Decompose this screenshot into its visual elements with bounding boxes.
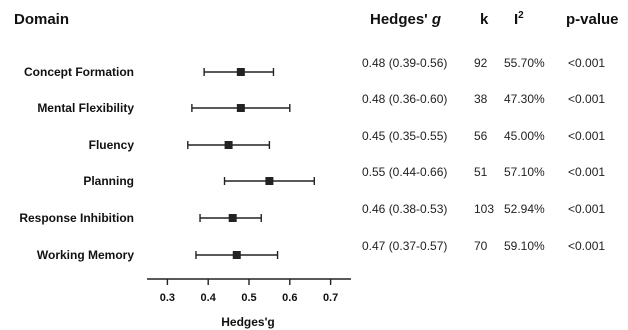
p-value: <0.001 [568,165,605,179]
i2-value: 57.10% [504,165,545,179]
domain-label: Planning [83,174,134,188]
hedges-g-ci-value: 0.48 (0.36-0.60) [362,92,447,106]
k-value: 38 [474,92,488,106]
forest-row: Concept Formation 0.48 (0.39-0.56) 92 55.70… [24,56,605,79]
x-tick-label: 0.3 [160,292,175,304]
i2-value: 52.94% [504,202,545,216]
k-value: 92 [474,56,488,70]
i2-value: 55.70% [504,56,545,70]
x-tick-label: 0.7 [323,292,338,304]
effect-marker [265,177,274,185]
effect-marker [228,214,237,222]
k-value: 51 [474,165,488,179]
forest-rows: Concept Formation 0.48 (0.39-0.56) 92 55.70… [19,56,605,262]
header-i2-base: I [514,11,518,28]
hedges-g-ci-value: 0.45 (0.35-0.55) [362,129,447,143]
hedges-g-ci-value: 0.46 (0.38-0.53) [362,202,447,216]
effect-marker [236,68,245,76]
k-value: 103 [474,202,494,216]
i2-value: 59.10% [504,239,545,253]
x-axis-label: Hedges'g [221,315,275,329]
k-value: 56 [474,129,488,143]
x-tick-label: 0.4 [201,292,217,304]
p-value: <0.001 [568,202,605,216]
p-value: <0.001 [568,92,605,106]
forest-row: Fluency 0.45 (0.35-0.55) 56 45.00% <0.001 [89,129,606,152]
x-tick-label: 0.6 [282,292,297,304]
i2-value: 47.30% [504,92,545,106]
header-p-value: p-value [566,11,619,28]
domain-label: Concept Formation [24,65,134,79]
forest-row: Mental Flexibility 0.48 (0.36-0.60) 38 47.3… [37,92,605,115]
domain-label: Working Memory [37,248,134,262]
domain-label: Response Inhibition [19,211,134,225]
p-value: <0.001 [568,239,605,253]
p-value: <0.001 [568,56,605,70]
domain-label: Mental Flexibility [37,101,134,115]
header-k: k [480,11,489,28]
header-hedges-g-symbol: g [431,11,441,28]
i2-value: 45.00% [504,129,545,143]
x-tick-label: 0.5 [241,292,256,304]
header-i2: I2 [514,10,524,28]
x-axis-ticks: 0.3 0.4 0.5 0.6 0.7 [160,279,338,304]
header-domain: Domain [14,11,69,28]
header-hedges-g-prefix: Hedges' [370,11,432,28]
hedges-g-ci-value: 0.48 (0.39-0.56) [362,56,447,70]
p-value: <0.001 [568,129,605,143]
effect-marker [224,141,233,149]
effect-marker [232,251,241,259]
forest-row: Working Memory 0.47 (0.37-0.57) 70 59.10% <0… [37,239,605,262]
effect-marker [236,104,245,112]
forest-row: Response Inhibition 0.46 (0.38-0.53) 103 52… [19,202,605,225]
hedges-g-ci-value: 0.47 (0.37-0.57) [362,239,447,253]
domain-label: Fluency [89,138,135,152]
k-value: 70 [474,239,488,253]
hedges-g-ci-value: 0.55 (0.44-0.66) [362,165,447,179]
header-i2-sup: 2 [518,10,524,21]
forest-row: Planning 0.55 (0.44-0.66) 51 57.10% <0.001 [83,165,605,188]
header-hedges-g: Hedges' g [370,11,441,28]
